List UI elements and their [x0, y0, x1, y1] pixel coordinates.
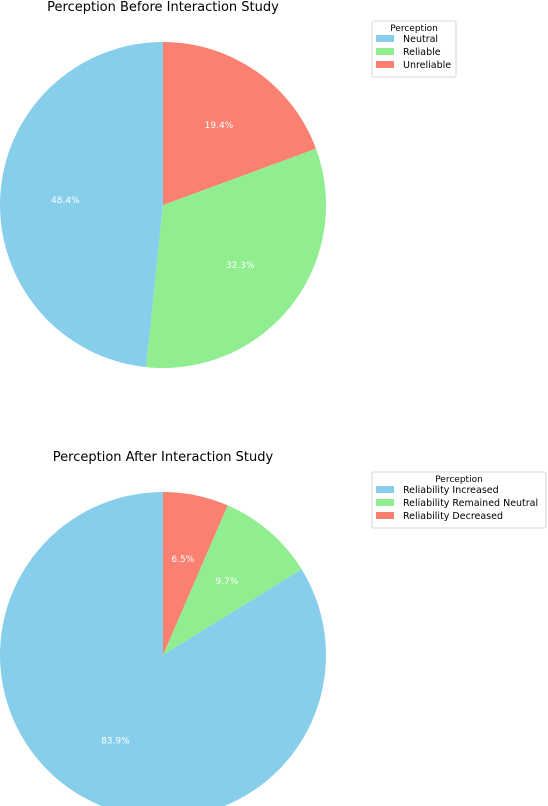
pie-label-reliability-decreased: 6.5%: [171, 555, 194, 565]
chart-title: Perception After Interaction Study: [53, 450, 274, 465]
legend-swatch-unreliable: [376, 61, 394, 68]
legend-title: Perception: [435, 475, 483, 485]
legend-swatch-reliability-increased: [376, 486, 394, 493]
legend-label-reliability-decreased: Reliability Decreased: [403, 511, 503, 522]
legend-frame: [371, 471, 547, 529]
pie-label-unreliable: 19.4%: [205, 121, 234, 131]
pie-label-neutral: 48.4%: [51, 196, 80, 206]
pie-slice-unreliable: [163, 42, 316, 205]
legend-label-unreliable: Unreliable: [403, 60, 451, 71]
pie-label-reliable: 32.3%: [226, 261, 255, 271]
pie-percent-labels: 48.4% 32.3% 19.4%: [51, 121, 255, 271]
legend-swatch-reliable: [376, 48, 394, 55]
pie-slice-reliable: [146, 148, 326, 368]
pie-label-reliability-increased: 83.9%: [101, 736, 130, 746]
pie-label-reliability-remained-neutral: 9.7%: [215, 577, 238, 587]
legend-items: Neutral Reliable Unreliable: [376, 34, 451, 71]
legend-items: Reliability Increased Reliability Remaine…: [376, 485, 538, 522]
pie-slices: [0, 42, 326, 368]
legend: Perception Neutral Reliable Unreliable: [371, 20, 457, 78]
pie-slice-reliability-remained-neutral: [163, 505, 302, 655]
legend-title: Perception: [390, 24, 438, 34]
legend-swatch-reliability-remained-neutral: [376, 499, 394, 506]
legend-label-reliable: Reliable: [403, 47, 441, 58]
legend-label-reliability-increased: Reliability Increased: [403, 485, 499, 496]
legend-label-reliability-remained-neutral: Reliability Remained Neutral: [403, 498, 538, 509]
chart-title: Perception Before Interaction Study: [47, 0, 279, 15]
pie-chart-after: Perception After Interaction Study 83.9%…: [0, 450, 547, 806]
pie-slices: [0, 492, 326, 806]
pie-slice-reliability-increased: [0, 492, 326, 806]
legend-swatch-reliability-decreased: [376, 512, 394, 519]
pie-percent-labels: 83.9% 9.7% 6.5%: [101, 555, 239, 746]
legend-swatch-neutral: [376, 35, 394, 42]
pie-slice-reliability-decreased: [163, 492, 228, 655]
legend: Perception Reliability IncreasedReliabil…: [371, 471, 547, 529]
pie-slice-neutral: [0, 42, 163, 368]
legend-label-neutral: Neutral: [403, 34, 438, 45]
pie-chart-before: Perception Before Interaction Study 48.4…: [0, 0, 457, 368]
